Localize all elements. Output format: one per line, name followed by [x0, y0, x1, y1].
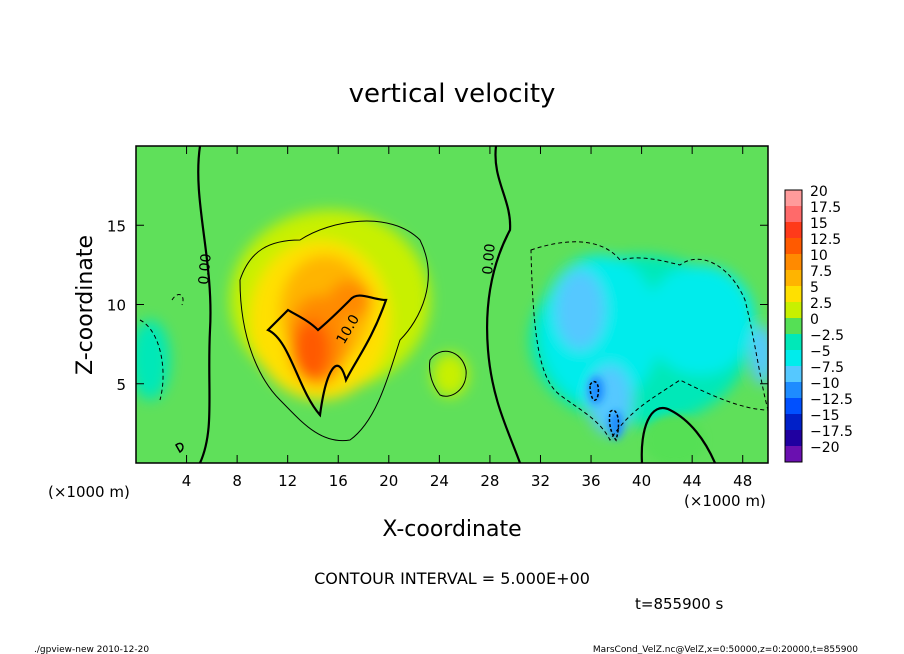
contour-label-1: 0.00: [196, 253, 215, 285]
x-tick-label: 4: [182, 472, 192, 490]
y-tick-label: 5: [116, 376, 126, 394]
chart-title: vertical velocity: [349, 79, 556, 109]
colorbar-label: −5: [810, 344, 831, 360]
x-unit-right: (×1000 m): [684, 492, 766, 510]
time-label: t=855900 s: [635, 595, 723, 613]
footer-right: MarsCond_VelZ.nc@VelZ,x=0:50000,z=0:2000…: [593, 645, 858, 654]
colorbar-label: 5: [810, 280, 819, 296]
colorbar-swatch: [785, 382, 802, 399]
colorbar-label: 2.5: [810, 296, 832, 312]
colorbar-label: 7.5: [810, 264, 832, 280]
colorbar-label: 0: [810, 312, 819, 328]
x-tick-label: 16: [329, 472, 348, 490]
colorbar-swatch: [785, 206, 802, 223]
colorbar-label: 15: [810, 216, 828, 232]
colorbar-swatch: [785, 302, 802, 319]
colorbar-frame: [784, 189, 803, 463]
colorbar-label: −12.5: [810, 392, 853, 408]
x-tick-label: 8: [232, 472, 242, 490]
colorbar-label: −20: [810, 440, 840, 456]
colorbar: 2017.51512.5107.552.50−2.5−5−7.5−10−12.5…: [784, 184, 853, 463]
colorbar-swatch: [785, 446, 802, 463]
colorbar-label: 10: [810, 248, 828, 264]
velocity-field: [136, 146, 768, 463]
colorbar-swatch: [785, 366, 802, 383]
x-axis: 4 8 12 16 20 24 28 32 36 40 44 48: [182, 146, 752, 490]
colorbar-swatch: [785, 190, 802, 207]
colorbar-label: −10: [810, 376, 840, 392]
colorbar-swatch: [785, 430, 802, 447]
colorbar-swatch: [785, 254, 802, 271]
footer-left: ./gpview-new 2010-12-20: [34, 645, 149, 654]
colorbar-swatch: [785, 270, 802, 287]
colorbar-swatch: [785, 350, 802, 367]
colorbar-label: −7.5: [810, 360, 844, 376]
x-tick-label: 40: [632, 472, 651, 490]
colorbar-swatch: [785, 334, 802, 351]
x-tick-label: 32: [531, 472, 550, 490]
colorbar-swatch: [785, 286, 802, 303]
colorbar-swatch: [785, 222, 802, 239]
colorbar-swatch: [785, 318, 802, 335]
y-tick-label: 15: [107, 217, 126, 235]
x-tick-label: 24: [430, 472, 449, 490]
colorbar-label: −15: [810, 408, 840, 424]
colorbar-label: 17.5: [810, 200, 841, 216]
colorbar-label: −2.5: [810, 328, 844, 344]
contour-label-3: 0.00: [480, 243, 499, 275]
colorbar-label: 20: [810, 184, 828, 200]
x-tick-label: 44: [683, 472, 702, 490]
y-axis: 5 10 15: [107, 217, 768, 394]
x-tick-label: 28: [480, 472, 499, 490]
colorbar-label: 12.5: [810, 232, 841, 248]
x-tick-label: 36: [581, 472, 600, 490]
x-unit-left: (×1000 m): [48, 483, 130, 501]
x-tick-label: 48: [733, 472, 752, 490]
colorbar-swatch: [785, 398, 802, 415]
y-tick-label: 10: [107, 297, 126, 315]
colorbar-swatch: [785, 414, 802, 431]
x-tick-label: 12: [278, 472, 297, 490]
contour-lines: [139, 146, 768, 463]
y-axis-label: Z-coordinate: [73, 235, 98, 375]
colorbar-label: −17.5: [810, 424, 853, 440]
x-axis-label: X-coordinate: [382, 517, 521, 542]
colorbar-swatch: [785, 238, 802, 255]
contour-interval: CONTOUR INTERVAL = 5.000E+00: [314, 569, 590, 588]
x-tick-label: 20: [379, 472, 398, 490]
